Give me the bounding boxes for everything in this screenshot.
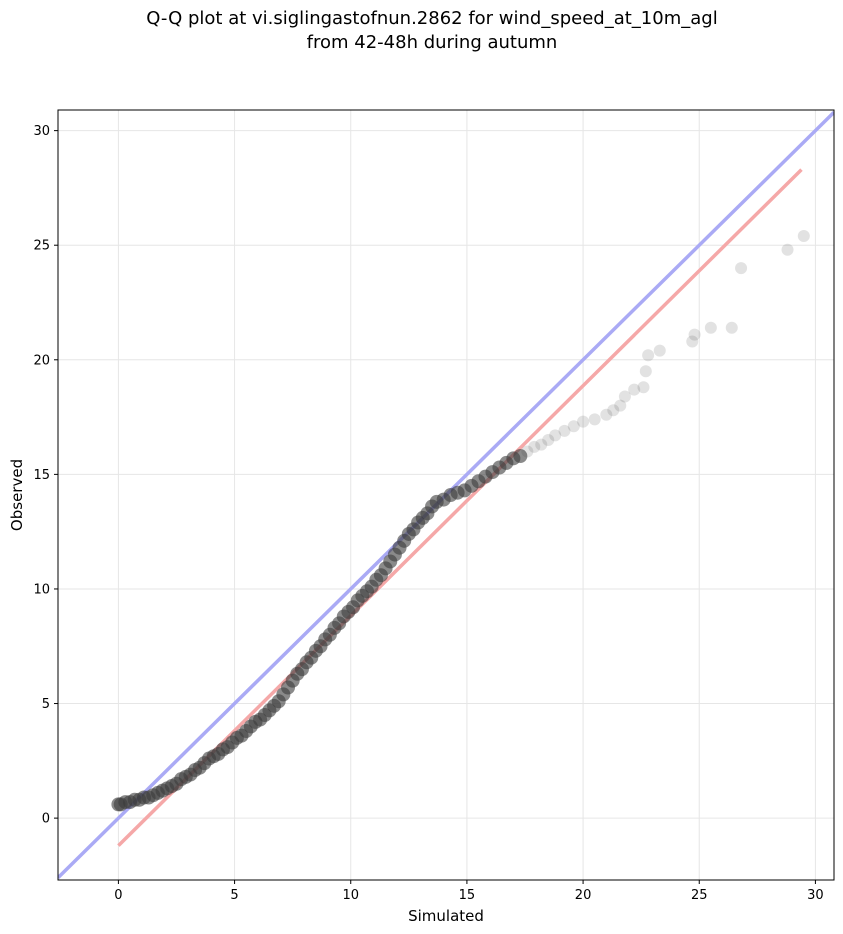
x-tick-label: 15 — [459, 888, 476, 903]
data-point — [588, 413, 601, 426]
x-tick-label: 20 — [575, 888, 592, 903]
data-point — [637, 381, 650, 394]
data-point — [781, 243, 794, 256]
data-point — [535, 438, 548, 451]
grid-lines — [58, 110, 834, 880]
data-point — [577, 415, 590, 428]
y-tick-label: 25 — [33, 239, 50, 254]
x-tick-label: 10 — [342, 888, 359, 903]
data-point — [653, 344, 666, 357]
y-tick-label: 20 — [33, 353, 50, 368]
y-tick-label: 10 — [33, 582, 50, 597]
data-point — [735, 262, 748, 275]
data-point — [600, 408, 613, 421]
data-point — [686, 335, 699, 348]
data-point — [558, 424, 571, 437]
data-point — [567, 420, 580, 433]
x-axis-ticks: 0 5 10 15 20 25 30 — [114, 880, 824, 903]
x-tick-label: 30 — [807, 888, 824, 903]
y-tick-label: 0 — [42, 812, 50, 827]
data-point — [614, 399, 627, 412]
data-point — [639, 365, 652, 378]
data-point — [642, 349, 655, 362]
x-tick-label: 25 — [691, 888, 708, 903]
data-point — [513, 449, 528, 464]
y-axis-ticks: 0 5 10 15 20 25 30 — [33, 124, 58, 827]
data-point — [528, 440, 541, 453]
chart-title-line-1: Q-Q plot at vi.siglingastofnun.2862 for … — [146, 8, 717, 29]
data-point — [797, 230, 810, 243]
y-axis-label: Observed — [8, 459, 26, 531]
x-tick-label: 5 — [230, 888, 238, 903]
data-point — [618, 390, 631, 403]
data-point — [628, 383, 641, 396]
data-point — [688, 328, 701, 341]
y-tick-label: 15 — [33, 468, 50, 483]
data-point — [521, 445, 534, 458]
data-point — [542, 434, 555, 446]
data-point — [607, 404, 620, 417]
plot-area-frame — [57, 109, 835, 881]
chart-title-line-2: from 42-48h during autumn — [307, 32, 558, 53]
x-tick-label: 0 — [114, 888, 122, 903]
data-point — [704, 321, 717, 334]
data-points — [111, 230, 810, 812]
y-tick-label: 5 — [42, 697, 50, 712]
data-point — [725, 321, 738, 334]
data-point — [549, 429, 562, 442]
y-tick-label: 30 — [33, 124, 50, 139]
x-axis-label: Simulated — [408, 907, 484, 925]
